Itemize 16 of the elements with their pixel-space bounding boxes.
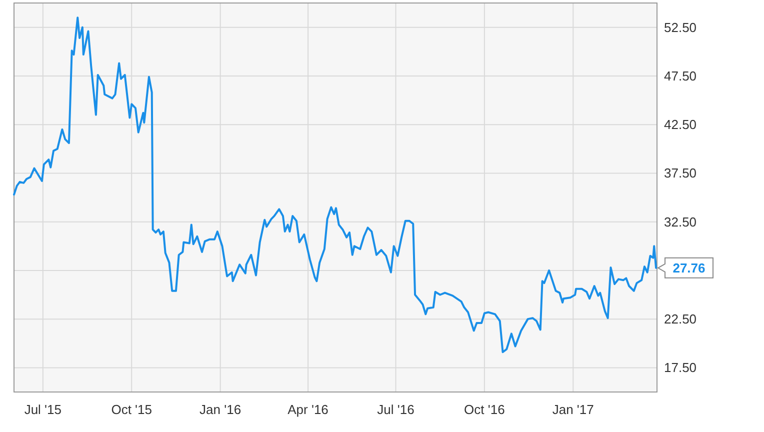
y-tick-label: 17.50 xyxy=(664,360,697,376)
annotation: 27.76 xyxy=(672,260,706,276)
y-tick-label: 42.50 xyxy=(664,117,697,132)
x-tick-label: Jul '16 xyxy=(377,402,414,417)
x-tick-label: Jan '16 xyxy=(200,402,242,417)
y-tick-label: 52.50 xyxy=(664,20,697,35)
x-tick-label: Jan '17 xyxy=(552,402,594,417)
x-tick-label: Oct '16 xyxy=(464,402,505,417)
x-tick-label: Jul '15 xyxy=(24,402,62,417)
y-tick-label: 32.50 xyxy=(664,214,697,230)
x-tick-label: Apr '16 xyxy=(288,402,328,417)
line-series xyxy=(13,16,658,354)
y-tick-label: 37.50 xyxy=(664,166,697,181)
x-tick-label: Oct '15 xyxy=(111,402,152,417)
y-tick-label: 47.50 xyxy=(664,68,697,84)
y-tick-label: 22.50 xyxy=(664,312,697,327)
